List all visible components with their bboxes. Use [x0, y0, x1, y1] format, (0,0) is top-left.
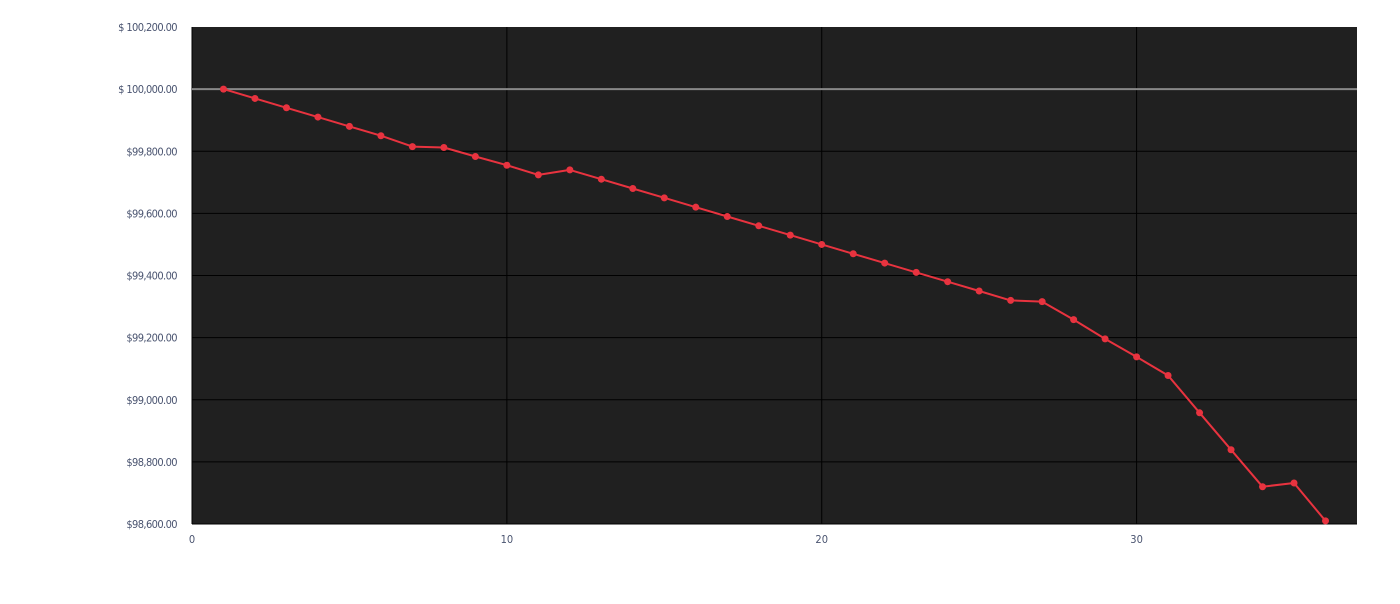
data-point[interactable]: [1196, 409, 1204, 417]
x-tick-label: 10: [501, 533, 514, 546]
data-point[interactable]: [1322, 517, 1330, 525]
data-point[interactable]: [1290, 479, 1298, 487]
data-point[interactable]: [1259, 483, 1267, 491]
data-point[interactable]: [377, 132, 385, 140]
y-tick-label: $99,400.00: [126, 270, 177, 283]
data-point[interactable]: [440, 144, 448, 152]
x-tick-label: 20: [815, 533, 828, 546]
series-line: [223, 88, 1327, 522]
y-tick-label: $99,800.00: [126, 145, 177, 158]
gridlines: [191, 27, 1357, 525]
data-point[interactable]: [944, 278, 952, 286]
data-point[interactable]: [1038, 298, 1046, 306]
y-tick-label: $99,200.00: [126, 332, 177, 345]
data-point[interactable]: [282, 104, 290, 112]
data-point[interactable]: [723, 212, 731, 220]
y-tick-label: $ 100,000.00: [118, 83, 177, 96]
data-point[interactable]: [534, 171, 542, 179]
data-point[interactable]: [1227, 446, 1235, 454]
data-point[interactable]: [1070, 316, 1078, 324]
data-point[interactable]: [881, 259, 889, 267]
y-tick-label: $98,800.00: [126, 456, 177, 469]
data-point[interactable]: [314, 113, 322, 121]
data-point[interactable]: [471, 153, 479, 161]
data-point[interactable]: [1007, 296, 1015, 304]
y-tick-label: $98,600.00: [126, 518, 177, 531]
y-tick-label: $99,000.00: [126, 394, 177, 407]
series-layer: [219, 85, 1330, 525]
data-point[interactable]: [629, 185, 637, 193]
data-point[interactable]: [786, 231, 794, 239]
data-point[interactable]: [660, 194, 668, 202]
data-point[interactable]: [566, 166, 574, 174]
y-tick-label: $99,600.00: [126, 207, 177, 220]
data-point[interactable]: [975, 287, 983, 295]
x-tick-label: 0: [189, 533, 195, 546]
data-point[interactable]: [818, 240, 826, 248]
x-axis-ticks: 0 10 20 30: [189, 533, 1143, 546]
x-tick-label: 30: [1130, 533, 1143, 546]
data-point[interactable]: [1164, 372, 1172, 380]
data-point[interactable]: [755, 222, 763, 230]
data-point[interactable]: [692, 203, 700, 211]
data-point[interactable]: [1133, 353, 1141, 361]
data-point[interactable]: [503, 161, 511, 169]
y-axis-ticks: $ 100,200.00 $ 100,000.00 $99,800.00 $99,60…: [118, 21, 178, 531]
data-point[interactable]: [345, 122, 353, 130]
data-point[interactable]: [408, 143, 416, 151]
data-point[interactable]: [849, 250, 857, 258]
y-tick-label: $ 100,200.00: [118, 21, 177, 34]
data-point[interactable]: [219, 85, 227, 93]
data-point[interactable]: [1101, 335, 1109, 343]
data-point[interactable]: [912, 268, 920, 276]
data-point[interactable]: [597, 175, 605, 183]
data-point[interactable]: [251, 94, 259, 102]
